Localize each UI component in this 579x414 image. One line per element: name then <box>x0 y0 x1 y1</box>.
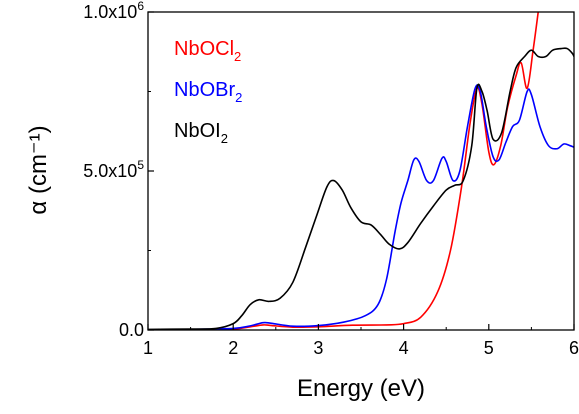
legend: NbOCl2 NbOBr2 NbOI2 <box>174 38 242 146</box>
x-tick-label: 2 <box>228 338 238 358</box>
legend-entry-1: NbOBr2 <box>174 79 242 105</box>
series-layer <box>148 12 574 330</box>
series-line-0 <box>148 12 540 330</box>
y-tick-label: 5.0x105 <box>83 158 144 181</box>
y-axis-title: α (cm⁻¹) <box>25 125 52 214</box>
legend-entry-0: NbOCl2 <box>174 38 241 64</box>
x-tick-label: 5 <box>484 338 494 358</box>
series-line-2 <box>148 47 574 330</box>
y-tick-label: 0.0 <box>119 320 144 340</box>
x-tick-label: 1 <box>143 338 153 358</box>
x-axis: 1 2 3 4 5 6 <box>143 324 579 358</box>
x-tick-label: 6 <box>569 338 579 358</box>
x-tick-label: 4 <box>399 338 409 358</box>
x-tick-label: 3 <box>313 338 323 358</box>
series-line-1 <box>148 84 574 330</box>
y-tick-label: 1.0x106 <box>83 0 144 22</box>
x-axis-title: Energy (eV) <box>297 375 425 402</box>
legend-entry-2: NbOI2 <box>174 120 228 146</box>
y-axis: 0.0 5.0x105 1.0x106 <box>83 0 154 340</box>
